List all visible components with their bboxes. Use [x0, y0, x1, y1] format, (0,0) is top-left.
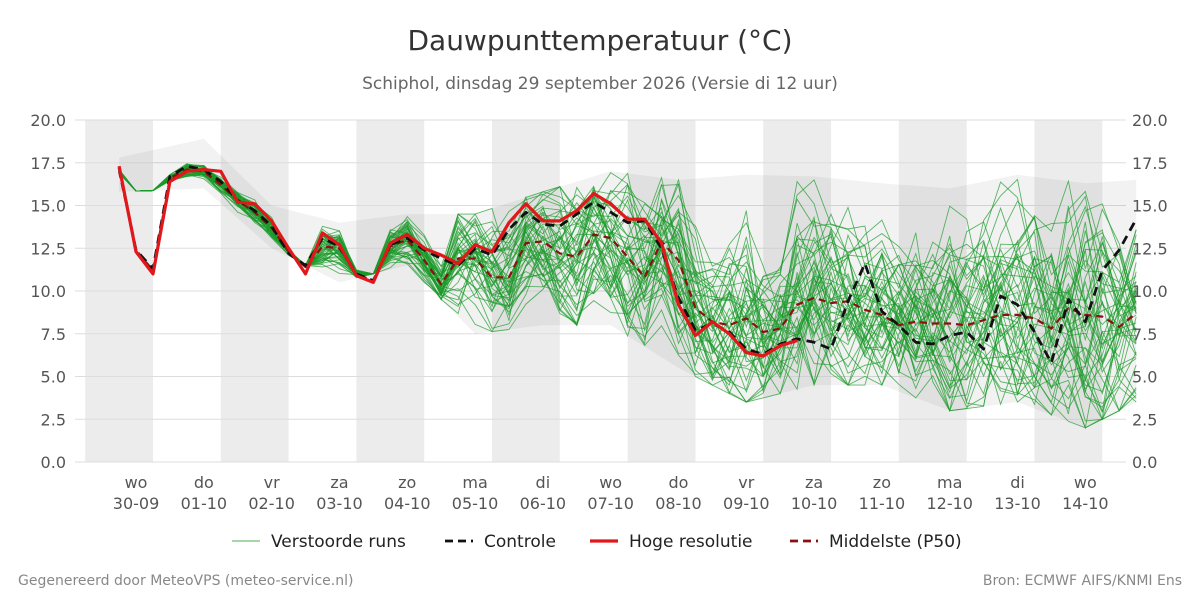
- legend: Verstoorde runs Controle Hoge resolutie Mid…: [232, 532, 962, 552]
- x-tick-day: wo: [125, 473, 148, 492]
- ensemble-member-line: [118, 166, 1137, 386]
- x-axis: wo 30-09 do 01-10 vr 02-10 za 03-10 zo 04-10 ma 05-…: [113, 473, 1109, 513]
- y-tick-label-left: 0.0: [41, 453, 66, 472]
- y-tick-label-left: 10.0: [30, 282, 66, 301]
- x-tick-date: 14-10: [1062, 494, 1109, 513]
- x-tick-day: wo: [1074, 473, 1097, 492]
- x-tick-date: 06-10: [520, 494, 567, 513]
- y-tick-label-left: 12.5: [30, 239, 66, 258]
- y-tick-label-left: 17.5: [30, 154, 66, 173]
- x-tick-date: 10-10: [791, 494, 838, 513]
- chart-title: Dauwpunttemperatuur (°C): [407, 24, 792, 57]
- x-tick-day: do: [194, 473, 214, 492]
- footer-credit: Gegenereerd door MeteoVPS (meteo-service…: [18, 573, 353, 589]
- x-tick-day: vr: [264, 473, 280, 492]
- legend-label: Verstoorde runs: [271, 532, 406, 552]
- legend-label: Controle: [484, 532, 556, 552]
- x-tick-day: ma: [937, 473, 962, 492]
- ensemble-envelope: [119, 138, 1137, 428]
- x-tick-date: 30-09: [113, 494, 160, 513]
- main-series: [117, 164, 1138, 365]
- x-tick-date: 09-10: [723, 494, 770, 513]
- x-tick-day: za: [330, 473, 348, 492]
- x-tick-date: 03-10: [316, 494, 363, 513]
- y-tick-label-right: 5.0: [1132, 368, 1157, 387]
- legend-label: Hoge resolutie: [629, 532, 753, 552]
- x-tick-day: wo: [599, 473, 622, 492]
- y-tick-label-right: 15.0: [1132, 197, 1168, 216]
- y-tick-label-right: 12.5: [1132, 239, 1168, 258]
- x-tick-day: za: [805, 473, 823, 492]
- y-tick-label-right: 20.0: [1132, 111, 1168, 130]
- y-tick-label-right: 0.0: [1132, 453, 1157, 472]
- x-tick-day: di: [1010, 473, 1025, 492]
- footer-source: Bron: ECMWF AIFS/KNMI Ens: [983, 573, 1182, 589]
- x-tick-date: 07-10: [587, 494, 634, 513]
- x-tick-day: zo: [873, 473, 891, 492]
- chart-subtitle: Schiphol, dinsdag 29 september 2026 (Ver…: [362, 74, 838, 94]
- y-tick-label-right: 17.5: [1132, 154, 1168, 173]
- p50-line: [118, 168, 1137, 334]
- x-tick-day: ma: [462, 473, 487, 492]
- x-tick-date: 01-10: [181, 494, 228, 513]
- y-axis-left: 0.0 2.5 5.0 7.5 10.0 12.5 15.0 17.5 20.0: [30, 111, 66, 472]
- y-tick-label-left: 5.0: [41, 368, 66, 387]
- x-tick-day: vr: [738, 473, 754, 492]
- y-tick-label-right: 10.0: [1132, 282, 1168, 301]
- control-line: [117, 164, 1138, 365]
- y-axis-right: 0.0 2.5 5.0 7.5 10.0 12.5 15.0 17.5 20.0: [1132, 111, 1168, 472]
- x-tick-date: 02-10: [248, 494, 295, 513]
- y-tick-label-left: 2.5: [41, 410, 66, 429]
- x-tick-date: 04-10: [384, 494, 431, 513]
- x-tick-day: di: [536, 473, 551, 492]
- x-tick-date: 13-10: [994, 494, 1041, 513]
- y-tick-label-right: 7.5: [1132, 325, 1157, 344]
- legend-label: Middelste (P50): [829, 532, 962, 552]
- x-tick-date: 05-10: [452, 494, 499, 513]
- y-tick-label-left: 20.0: [30, 111, 66, 130]
- x-tick-day: zo: [398, 473, 416, 492]
- high-res-line: [117, 165, 798, 358]
- x-tick-date: 11-10: [859, 494, 906, 513]
- x-tick-day: do: [669, 473, 689, 492]
- x-tick-date: 08-10: [655, 494, 702, 513]
- x-tick-date: 12-10: [926, 494, 973, 513]
- y-tick-label-right: 2.5: [1132, 410, 1157, 429]
- y-tick-label-left: 7.5: [41, 325, 66, 344]
- y-tick-label-left: 15.0: [30, 197, 66, 216]
